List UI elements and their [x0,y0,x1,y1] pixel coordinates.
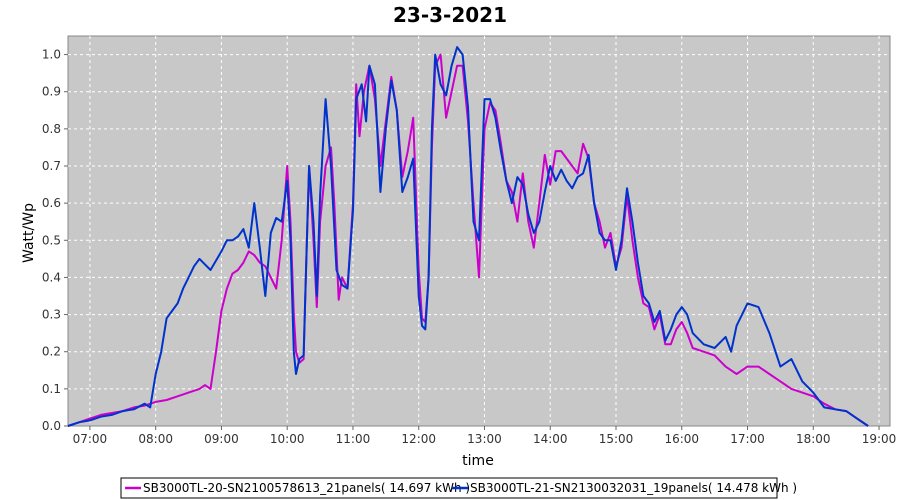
x-tick-label: 12:00 [401,432,436,446]
legend-label: SB3000TL-20-SN2100578613_21panels( 14.69… [143,481,470,495]
y-tick-label: 0.3 [42,308,61,322]
y-tick-label: 0.2 [42,345,61,359]
legend-label: SB3000TL-21-SN2130032031_19panels( 14.47… [470,481,797,495]
y-tick-label: 0.6 [42,196,61,210]
y-axis: 0.0 0.1 0.2 0.3 0.4 0.5 0.6 0.7 0.8 0.9 1.0 [42,48,68,433]
legend-box [120,477,778,499]
series-layer [67,46,869,427]
grid-lines [68,36,890,426]
y-tick-label: 0.1 [42,382,61,396]
legend: SB3000TL-20-SN2100578613_21panels( 14.69… [120,477,797,499]
x-tick-label: 10:00 [270,432,305,446]
x-tick-label: 09:00 [204,432,239,446]
y-tick-label: 0.7 [42,159,61,173]
x-tick-label: 17:00 [730,432,765,446]
x-tick-label: 14:00 [533,432,568,446]
y-tick-label: 0.0 [42,419,61,433]
x-tick-label: 11:00 [336,432,371,446]
x-axis-label: time [462,453,494,469]
y-tick-label: 0.5 [42,233,61,247]
x-tick-label: 19:00 [862,432,897,446]
x-tick-label: 07:00 [73,432,108,446]
y-tick-label: 0.8 [42,122,61,136]
y-tick-label: 0.9 [42,85,61,99]
x-tick-label: 08:00 [138,432,173,446]
x-tick-label: 15:00 [599,432,634,446]
x-tick-label: 13:00 [467,432,502,446]
x-tick-label: 16:00 [664,432,699,446]
x-axis: 07:00 08:00 09:00 10:00 11:00 12:00 13:00 14:00… [73,426,897,446]
y-tick-label: 1.0 [42,48,61,62]
chart-title: 23-3-2021 [393,3,507,27]
series-line-2 [67,46,869,427]
y-tick-label: 0.4 [42,270,61,284]
x-tick-label: 18:00 [796,432,831,446]
y-axis-label: Watt/Wp [21,203,37,263]
